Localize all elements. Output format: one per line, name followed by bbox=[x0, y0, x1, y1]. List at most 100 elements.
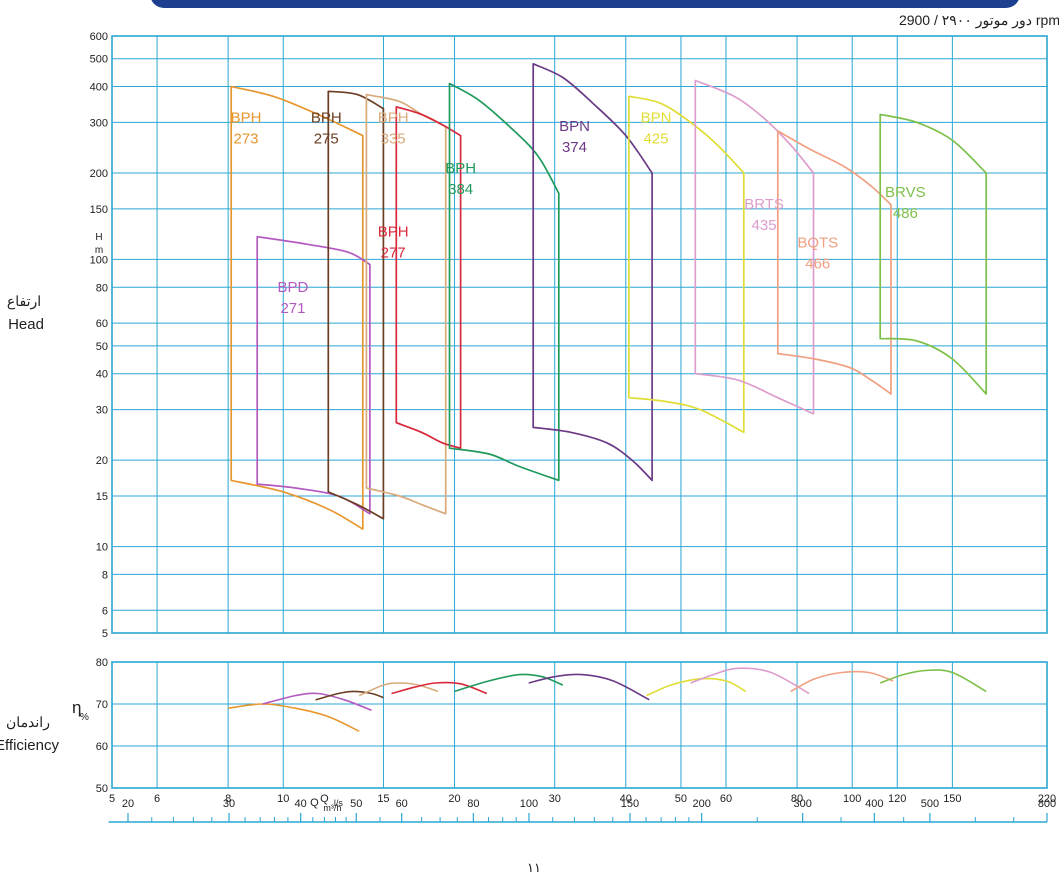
eff-curve-brts-435 bbox=[690, 667, 810, 695]
head-frame bbox=[111, 35, 1048, 634]
eff-curve-brvs-486 bbox=[879, 669, 987, 693]
m3h-tick-label-60: 60 bbox=[396, 798, 408, 810]
x-tick-label-100: 100 bbox=[843, 793, 861, 805]
curve-bph-384 bbox=[448, 82, 560, 482]
label-brts-435-line2: 435 bbox=[752, 217, 777, 234]
eff-ytick-label-80: 80 bbox=[96, 657, 108, 669]
m3h-tick-label-80: 80 bbox=[467, 798, 479, 810]
x-tick-label-220: 220 bbox=[1038, 793, 1056, 805]
label-bpd-271-line2: 271 bbox=[280, 300, 305, 317]
x-tick-label-5: 5 bbox=[109, 793, 115, 805]
x-tick-label-15: 15 bbox=[377, 793, 389, 805]
head-ytick-label-50: 50 bbox=[96, 341, 108, 353]
m3h-tick-label-200: 200 bbox=[692, 798, 710, 810]
x-tick-label-10: 10 bbox=[277, 793, 289, 805]
label-bqts-466-line2: 466 bbox=[805, 256, 830, 273]
eff-curve-bph-384 bbox=[454, 673, 564, 693]
head-ytick-label-100: 100 bbox=[90, 254, 108, 266]
x-axis-label-unit: l/s bbox=[334, 798, 344, 808]
head-ytick-label-80: 80 bbox=[96, 282, 108, 294]
m3h-scale: 20 30 40 50 60 80 100 150 200 300 400 500 800 Q m³/h bbox=[108, 797, 1056, 823]
x-tick-label-150: 150 bbox=[943, 793, 961, 805]
m3h-tick-label-150: 150 bbox=[621, 798, 639, 810]
label-bph-277-line2: 277 bbox=[381, 245, 406, 262]
eta-symbol: η bbox=[72, 698, 82, 717]
label-brvs-486-line1: BRVS bbox=[885, 184, 926, 201]
efficiency-chart-curves bbox=[228, 667, 987, 733]
label-bpn-374-line2: 374 bbox=[562, 139, 587, 156]
eff-curve-bph-275 bbox=[315, 690, 384, 701]
x-tick-label-40: 40 bbox=[620, 793, 632, 805]
head-ytick-label-10: 10 bbox=[96, 542, 108, 554]
head-ytick-label-300: 300 bbox=[90, 117, 108, 129]
efficiency-label-en: Efficiency bbox=[0, 737, 59, 754]
head-label-en: Head bbox=[8, 316, 44, 333]
label-bph-273-line2: 273 bbox=[233, 130, 258, 147]
label-bqts-466-line1: BQTS bbox=[797, 235, 838, 252]
header-banner bbox=[150, 0, 1020, 8]
percent-symbol: % bbox=[80, 712, 89, 723]
head-label-fa: ارتفاع bbox=[6, 293, 42, 309]
head-chart-curves bbox=[230, 62, 988, 530]
m3h-tick-label-100: 100 bbox=[520, 798, 538, 810]
x-tick-label-6: 6 bbox=[154, 793, 160, 805]
eff-curve-bpn-374 bbox=[528, 673, 650, 701]
head-ytick-label-15: 15 bbox=[96, 491, 108, 503]
eff-curve-bqts-466 bbox=[790, 670, 894, 693]
label-bph-275-line2: 275 bbox=[314, 130, 339, 147]
x-axis-label-q: Q bbox=[320, 793, 329, 805]
label-bph-384-line2: 384 bbox=[448, 181, 473, 198]
eff-curve-bph-273 bbox=[228, 703, 360, 733]
curve-bph-335 bbox=[365, 93, 447, 515]
curve-brvs-486 bbox=[879, 113, 988, 395]
head-chart-labels: BPH 273 BPD 271 BPH 275 BPH 335 BPH 277 BPH 384 BPN 3… bbox=[231, 109, 926, 317]
head-ytick-label-40: 40 bbox=[96, 369, 108, 381]
head-ytick-label-30: 30 bbox=[96, 405, 108, 417]
curve-brts-435 bbox=[694, 79, 815, 415]
label-bpn-425-line2: 425 bbox=[643, 130, 668, 147]
label-bph-277-line1: BPH bbox=[378, 224, 409, 241]
efficiency-label-fa: راندمان bbox=[6, 714, 50, 730]
label-bph-273-line1: BPH bbox=[231, 109, 262, 126]
curve-bpn-425 bbox=[628, 95, 745, 434]
label-bph-335-line2: 335 bbox=[381, 130, 406, 147]
m3h-tick-label-40: 40 bbox=[295, 798, 307, 810]
curve-bqts-466 bbox=[776, 130, 892, 395]
curve-bpn-374 bbox=[532, 62, 653, 482]
eff-frame bbox=[111, 661, 1048, 789]
curve-bph-273 bbox=[230, 85, 364, 530]
eff-ytick-label-50: 50 bbox=[96, 783, 108, 795]
head-ytick-label-20: 20 bbox=[96, 455, 108, 467]
head-ytick-label-200: 200 bbox=[90, 168, 108, 180]
m3h-tick-label-20: 20 bbox=[122, 798, 134, 810]
m3h-tick-label-300: 300 bbox=[793, 798, 811, 810]
x-tick-label-20: 20 bbox=[448, 793, 460, 805]
label-bpn-374-line1: BPN bbox=[559, 118, 590, 135]
head-ytick-label-150: 150 bbox=[90, 204, 108, 216]
head-ytick-label-5: 5 bbox=[102, 628, 108, 640]
curve-bpd-271 bbox=[256, 235, 371, 515]
x-tick-label-120: 120 bbox=[888, 793, 906, 805]
m3h-axis-label-unit: m³/h bbox=[323, 803, 341, 813]
eff-curve-bph-335 bbox=[358, 682, 439, 697]
eff-ytick-label-60: 60 bbox=[96, 741, 108, 753]
efficiency-chart-grid: 5 6 8 10 15 20 30 40 50 60 80 100 120 150 220 50 60 70 80 Q… bbox=[96, 657, 1056, 808]
m3h-tick-label-50: 50 bbox=[350, 798, 362, 810]
label-brts-435-line1: BRTS bbox=[744, 196, 784, 213]
x-tick-label-8: 8 bbox=[225, 793, 231, 805]
m3h-tick-label-800: 800 bbox=[1038, 798, 1056, 810]
head-axis-unit-m: m bbox=[95, 245, 103, 256]
head-ytick-label-600: 600 bbox=[90, 31, 108, 43]
x-tick-label-60: 60 bbox=[720, 793, 732, 805]
head-ytick-label-6: 6 bbox=[102, 605, 108, 617]
curve-bph-275 bbox=[327, 90, 385, 520]
m3h-axis-label-q: Q bbox=[310, 797, 319, 809]
m3h-tick-label-30: 30 bbox=[223, 798, 235, 810]
x-tick-label-30: 30 bbox=[549, 793, 561, 805]
label-bph-335-line1: BPH bbox=[378, 109, 409, 126]
rpm-label: دور موتور ۲۹۰۰ / 2900 rpm bbox=[898, 12, 1059, 28]
eff-curve-bpd-271 bbox=[262, 692, 372, 712]
head-ytick-label-400: 400 bbox=[90, 82, 108, 94]
curve-bph-277 bbox=[395, 105, 462, 450]
